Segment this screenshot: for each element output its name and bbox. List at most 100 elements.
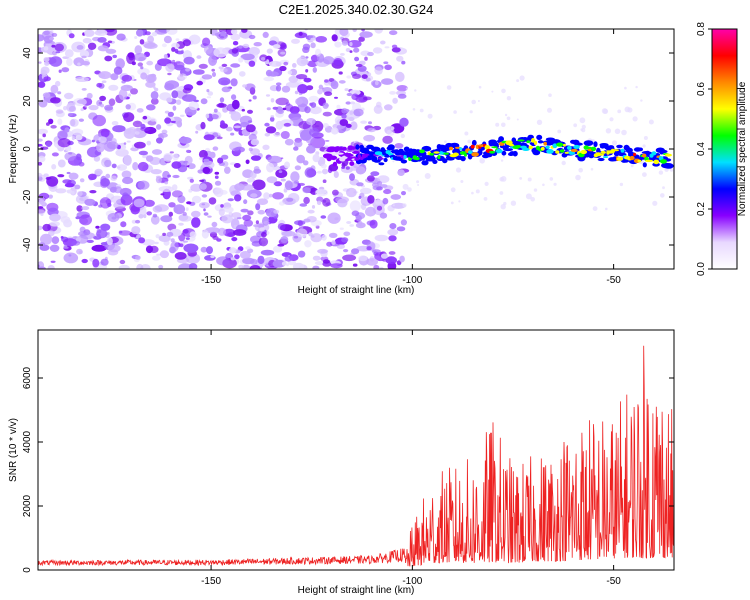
noise-dot (247, 120, 253, 123)
noise-dot (256, 198, 269, 205)
noise-dot (137, 67, 150, 76)
noise-dot (71, 41, 86, 53)
signal-dot (526, 140, 531, 144)
signal-dot (597, 153, 605, 156)
noise-dot (311, 205, 316, 209)
noise-dot (273, 132, 281, 137)
noise-dot (167, 174, 172, 178)
noise-dot (47, 265, 55, 269)
noise-dot (197, 169, 204, 174)
x-tick-label: -50 (606, 576, 621, 587)
noise-dot (216, 136, 223, 140)
noise-dot (176, 120, 183, 128)
noise-dot (407, 187, 412, 192)
noise-dot (642, 172, 647, 178)
noise-dot (346, 221, 352, 224)
noise-dot (252, 179, 266, 191)
signal-dot (638, 147, 643, 152)
noise-dot (322, 179, 327, 183)
noise-dot (50, 84, 59, 94)
noise-dot (341, 107, 348, 114)
noise-dot (343, 231, 351, 237)
noise-dot (460, 180, 464, 183)
noise-dot (471, 99, 477, 105)
noise-dot (43, 30, 50, 36)
noise-dot (203, 208, 206, 212)
noise-dot (396, 226, 406, 232)
noise-dot (366, 246, 372, 251)
noise-dot (73, 97, 87, 107)
noise-dot (611, 140, 618, 146)
x-tick-label: -50 (606, 275, 621, 286)
x-tick-label: -150 (201, 576, 221, 587)
noise-dot (123, 142, 127, 145)
noise-dot (172, 174, 180, 179)
noise-dot (217, 157, 224, 164)
noise-dot (163, 154, 172, 162)
noise-dot (219, 68, 228, 73)
noise-dot (185, 207, 189, 212)
noise-dot (267, 71, 279, 77)
noise-dot (232, 41, 239, 46)
signal-dot (388, 153, 394, 156)
noise-dot (270, 115, 275, 118)
noise-dot (325, 140, 330, 142)
noise-dot (137, 62, 143, 67)
noise-dot (374, 234, 389, 242)
noise-dot (94, 29, 108, 36)
signal-dot (421, 160, 429, 166)
noise-dot (297, 250, 306, 258)
noise-dot (280, 51, 286, 55)
noise-dot (154, 204, 169, 212)
noise-dot (178, 222, 184, 226)
noise-dot (234, 146, 245, 153)
noise-dot (196, 80, 203, 86)
signal-dot (637, 159, 642, 163)
noise-dot (63, 252, 79, 264)
noise-dot (108, 98, 116, 106)
noise-dot (165, 63, 175, 72)
noise-dot (255, 203, 261, 211)
noise-dot (475, 189, 480, 194)
signal-dot (347, 153, 352, 157)
noise-dot (424, 173, 431, 179)
signal-dot (629, 155, 635, 161)
noise-dot (189, 178, 194, 183)
noise-dot (100, 180, 109, 189)
noise-dot (376, 186, 383, 191)
signal-dot (433, 151, 440, 154)
noise-dot (624, 86, 627, 90)
noise-dot (253, 42, 262, 47)
noise-dot (108, 84, 119, 91)
noise-dot (200, 121, 206, 130)
noise-dot (66, 189, 73, 194)
noise-dot (270, 98, 275, 103)
noise-dot (379, 212, 388, 219)
noise-dot (84, 29, 95, 37)
noise-dot (250, 193, 258, 198)
noise-dot (55, 80, 61, 87)
noise-dot (166, 97, 173, 103)
noise-dot (385, 256, 397, 265)
noise-dot (202, 166, 211, 174)
noise-dot (147, 35, 155, 44)
noise-dot (491, 90, 494, 93)
noise-dot (38, 128, 48, 135)
noise-dot (84, 105, 88, 108)
noise-dot (516, 118, 519, 121)
noise-dot (405, 87, 408, 90)
signal-dot (556, 142, 564, 147)
noise-dot (331, 34, 338, 42)
noise-dot (658, 170, 664, 175)
noise-dot (330, 263, 343, 269)
noise-dot (292, 63, 297, 68)
noise-dot (171, 47, 176, 52)
noise-dot (353, 163, 360, 169)
noise-dot (326, 241, 333, 247)
noise-dot (200, 98, 208, 105)
noise-dot (280, 131, 290, 139)
noise-dot (100, 103, 104, 108)
noise-dot (252, 95, 257, 100)
noise-dot (123, 128, 136, 139)
noise-dot (241, 29, 248, 33)
